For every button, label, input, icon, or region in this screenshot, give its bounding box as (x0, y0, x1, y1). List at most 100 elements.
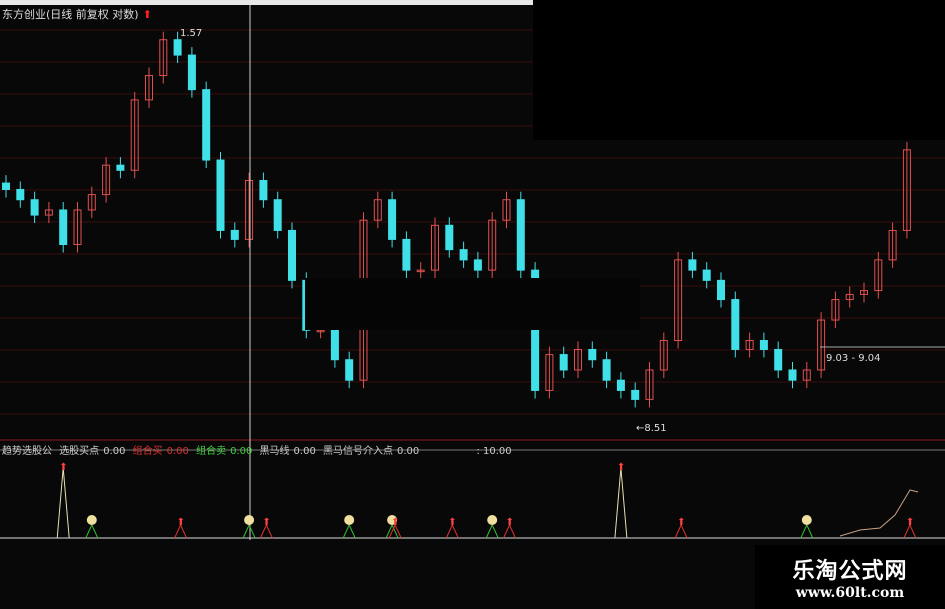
signal-mark (503, 523, 516, 539)
up-arrow-icon: ⬆ (677, 517, 685, 528)
money-bag-icon (86, 515, 97, 525)
candle-body (373, 199, 382, 221)
candle-body (874, 259, 883, 292)
candle-body (345, 359, 354, 381)
candle-body (574, 348, 582, 371)
up-arrow-icon: ⬆ (262, 517, 270, 528)
signal-mark (800, 523, 814, 539)
signal-mark (174, 523, 188, 539)
candle-body (845, 293, 854, 301)
high-price-label: 1.57 (180, 28, 202, 39)
candle-body (717, 279, 725, 301)
top-strip (0, 0, 533, 5)
candle-body (202, 89, 211, 161)
candle-body (402, 238, 411, 271)
legend-label: 黑马信号介入点 (323, 446, 393, 457)
money-bag-icon (801, 515, 812, 525)
money-bag-icon (487, 515, 498, 525)
candle-body (273, 199, 282, 231)
red-up-arrow-icon: ⬆ (142, 8, 152, 21)
indicator-scale: : 10.00 (476, 446, 512, 457)
candle-body (102, 164, 111, 196)
candle-body (230, 229, 239, 240)
signal-peak (614, 467, 628, 539)
signal-mark (485, 523, 499, 539)
legend-label: 选股买点 (59, 446, 100, 457)
candle-body (659, 340, 668, 371)
candle-body (559, 354, 568, 371)
watermark-url: www.60lt.com (795, 585, 905, 601)
candle-body (788, 369, 797, 381)
legend-label: 组合卖 (196, 446, 227, 457)
candle-body (516, 199, 525, 271)
signal-mark (388, 523, 402, 539)
signal-mark (674, 523, 688, 539)
candle-body (473, 259, 482, 271)
candle-body (416, 269, 425, 273)
candle-body (445, 224, 454, 251)
candle-body (44, 209, 53, 216)
candle-body (59, 209, 68, 246)
up-arrow-icon: ⬆ (391, 517, 399, 528)
range-label: 9.03 - 9.04 (826, 353, 881, 364)
signal-mark (342, 523, 356, 539)
up-arrow-icon: ⬆ (506, 517, 514, 528)
candle-body (173, 39, 182, 56)
signal-mark (85, 523, 99, 539)
candle-body (116, 164, 125, 171)
candle-body (702, 269, 711, 281)
signal-mark (445, 523, 459, 539)
signal-peak (56, 467, 70, 539)
candle-body (774, 348, 783, 371)
indicator-name: 趋势选股公 (2, 446, 52, 457)
candle-body (316, 329, 325, 333)
candle-body (159, 39, 168, 77)
candle-body (330, 329, 339, 361)
occlusion-box (533, 0, 945, 140)
candle-body (545, 354, 554, 391)
candle-body (888, 229, 897, 261)
money-bag-icon (387, 515, 398, 525)
candle-body (731, 299, 740, 350)
legend-value: 0.00 (103, 446, 126, 457)
candle-body (216, 159, 225, 231)
candle-body (459, 249, 468, 261)
legend-label: 黑马线 (259, 446, 290, 457)
candle-body (30, 199, 39, 216)
candle-body (130, 99, 139, 171)
legend-value: 0.00 (230, 446, 253, 457)
candle-body (87, 194, 96, 211)
up-arrow-icon: ⬆ (448, 517, 456, 528)
up-arrow-icon: ⬆ (177, 517, 185, 528)
occlusion-box (305, 278, 640, 330)
money-bag-icon (344, 515, 355, 525)
candle-body (16, 188, 25, 201)
candle-body (288, 229, 296, 281)
legend-label: 组合买 (132, 446, 163, 457)
candle-body (2, 182, 10, 190)
up-arrow-icon: ⬆ (59, 462, 67, 473)
candle-body (502, 199, 511, 221)
chart-title: 东方创业(日线 前复权 对数) ⬆ (2, 6, 152, 22)
candle-body (831, 299, 840, 321)
candle-body (431, 224, 439, 271)
candle-body (145, 75, 153, 101)
legend-value: 0.00 (166, 446, 189, 457)
candle-body (245, 180, 254, 240)
signal-mark (903, 523, 917, 539)
black-horse-line (839, 489, 919, 537)
legend-value: 0.00 (397, 446, 420, 457)
candle-body (602, 359, 611, 381)
candle-body (674, 259, 683, 342)
candle-body (631, 389, 640, 400)
watermark-logo: 乐淘公式网 www.60lt.com (755, 545, 945, 609)
candle-body (73, 209, 82, 246)
stock-title: 东方创业(日线 前复权 对数) (2, 8, 139, 21)
low-price-label: ←8.51 (636, 423, 667, 434)
candle-body (759, 340, 768, 350)
candle-body (259, 180, 268, 201)
candle-body (688, 259, 697, 271)
indicator-legend: 趋势选股公 选股买点 0.00 组合买 0.00 组合卖 0.00 黑马线 0.00 黑… (2, 442, 516, 457)
